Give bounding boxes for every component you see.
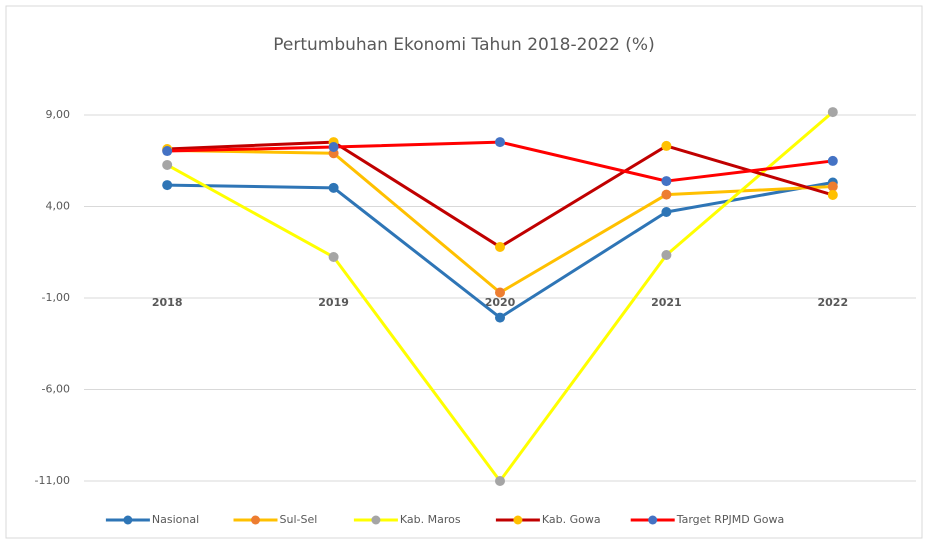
y-tick-label: -11,00: [35, 474, 70, 487]
data-point: [162, 146, 173, 157]
data-point: [495, 476, 505, 486]
legend-marker: [123, 515, 133, 525]
legend-marker: [251, 515, 260, 525]
y-tick-label: -1,00: [42, 291, 70, 304]
data-point: [661, 249, 672, 260]
data-point: [827, 155, 838, 166]
legend-marker: [648, 515, 658, 525]
data-point: [827, 107, 838, 118]
legend-label: Kab. Maros: [400, 513, 461, 526]
data-point: [661, 140, 672, 151]
data-point: [495, 137, 505, 148]
x-tick-label: 2022: [817, 296, 848, 309]
legend-label: Sul-Sel: [280, 513, 318, 526]
legend-label: Kab. Gowa: [542, 513, 601, 526]
data-point: [495, 312, 505, 323]
y-tick-label: 4,00: [46, 200, 71, 213]
data-point: [495, 287, 505, 298]
x-tick-label: 2019: [318, 296, 349, 309]
y-tick-label: 9,00: [46, 108, 71, 121]
data-point: [661, 176, 672, 187]
data-point: [328, 182, 339, 193]
legend-marker: [371, 515, 381, 525]
data-point: [661, 189, 672, 200]
x-tick-label: 2020: [485, 296, 516, 309]
x-tick-label: 2021: [651, 296, 682, 309]
x-tick-label: 2018: [152, 296, 183, 309]
data-point: [162, 159, 173, 170]
legend-label: Nasional: [152, 513, 199, 526]
data-point: [162, 180, 173, 191]
legend-marker: [513, 515, 523, 525]
data-point: [495, 241, 505, 252]
y-tick-label: -6,00: [42, 383, 70, 396]
data-point: [827, 189, 838, 200]
chart-title: Pertumbuhan Ekonomi Tahun 2018-2022 (%): [273, 35, 654, 55]
chart-frame: [5, 5, 923, 539]
legend-label: Target RPJMD Gowa: [676, 513, 785, 526]
data-point: [661, 206, 672, 217]
data-point: [328, 252, 339, 263]
data-point: [328, 142, 339, 153]
data-point: [827, 181, 838, 192]
